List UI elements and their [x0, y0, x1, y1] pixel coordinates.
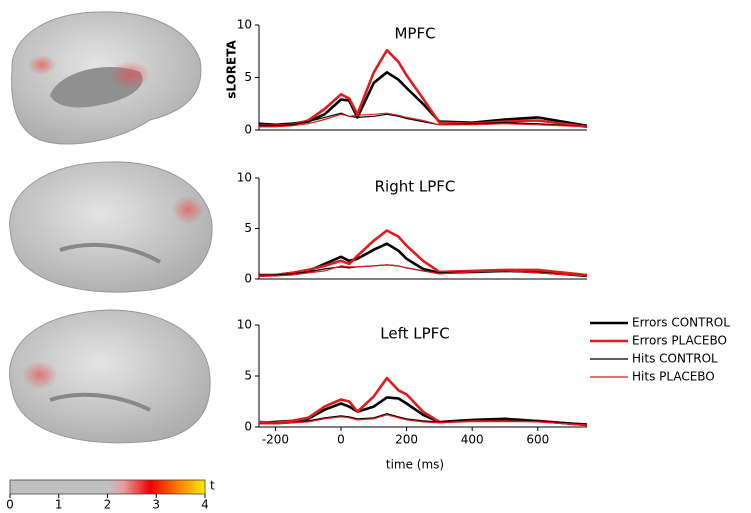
series-line [259, 48, 588, 129]
series-line [258, 229, 588, 278]
legend-label: Hits PLACEBO [632, 370, 715, 384]
y-tick-label: 10 [237, 318, 252, 332]
series-line [259, 414, 588, 426]
legend-label: Errors CONTROL [632, 316, 730, 330]
colorbar-tick-label: 3 [152, 498, 160, 512]
legend-label: Hits CONTROL [632, 352, 718, 366]
colorbar-tick-label: 2 [104, 498, 112, 512]
colorbar-tick-label: 1 [55, 498, 63, 512]
legend-label: Errors PLACEBO [632, 334, 727, 348]
y-tick-label: 0 [244, 123, 252, 137]
y-axis-label: sLORETA [225, 40, 239, 99]
x-tick-label: 600 [526, 433, 549, 447]
y-tick-label: 5 [244, 369, 252, 383]
chart-title: Right LPFC [375, 178, 456, 196]
x-axis-label: time (ms) [386, 458, 444, 472]
y-tick-label: 0 [244, 272, 252, 286]
y-tick-label: 10 [237, 171, 252, 185]
brain-right-lateral [9, 161, 213, 293]
y-tick-label: 5 [244, 70, 252, 84]
x-tick-label: -200 [262, 433, 289, 447]
colorbar-tick-label: 0 [6, 498, 14, 512]
colorbar-label: t [210, 479, 215, 493]
series-line [259, 112, 588, 128]
series-line [259, 112, 588, 128]
y-tick-label: 10 [237, 18, 252, 32]
brain-medial [11, 11, 202, 145]
x-tick-label: 200 [395, 433, 418, 447]
colorbar [9, 479, 206, 495]
x-tick-label: 400 [461, 433, 484, 447]
series-line [258, 376, 588, 427]
chart-title: Left LPFC [380, 325, 450, 343]
y-tick-label: 5 [244, 221, 252, 235]
x-tick-label: 0 [337, 433, 345, 447]
brain-left-lateral [9, 309, 211, 444]
chart-title: MPFC [394, 25, 435, 43]
series-line [259, 413, 588, 425]
y-tick-label: 0 [244, 420, 252, 434]
colorbar-tick-label: 4 [201, 498, 209, 512]
series-line [259, 264, 588, 277]
